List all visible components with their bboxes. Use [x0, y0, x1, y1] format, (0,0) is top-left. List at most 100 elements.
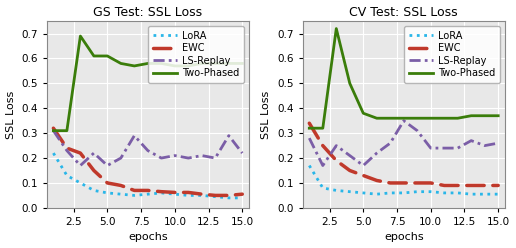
Two-Phased — [64, 129, 70, 132]
LS-Replay — [50, 129, 56, 132]
Y-axis label: SSL Loss: SSL Loss — [6, 90, 15, 139]
LS-Replay — [414, 129, 421, 132]
LoRA — [320, 186, 326, 189]
LS-Replay — [495, 142, 501, 145]
LoRA — [185, 194, 191, 197]
LoRA — [172, 193, 178, 196]
EWC — [91, 169, 97, 172]
LS-Replay — [400, 119, 407, 122]
EWC — [481, 184, 488, 187]
LS-Replay — [118, 156, 124, 159]
LoRA — [441, 191, 447, 194]
LS-Replay — [306, 137, 312, 140]
Two-Phased — [185, 64, 191, 67]
Two-Phased — [360, 112, 366, 115]
Two-Phased — [199, 62, 205, 65]
Y-axis label: SSL Loss: SSL Loss — [262, 90, 271, 139]
LS-Replay — [455, 147, 461, 150]
EWC — [144, 189, 151, 192]
EWC — [414, 182, 421, 185]
LS-Replay — [239, 152, 246, 155]
Two-Phased — [158, 62, 165, 65]
Title: GS Test: SSL Loss: GS Test: SSL Loss — [93, 5, 202, 19]
LoRA — [428, 190, 434, 193]
EWC — [225, 194, 232, 197]
LoRA — [455, 191, 461, 194]
LoRA — [91, 189, 97, 192]
EWC — [428, 182, 434, 185]
LS-Replay — [320, 164, 326, 167]
Line: Two-Phased: Two-Phased — [53, 36, 243, 131]
LoRA — [64, 174, 70, 177]
LoRA — [414, 190, 421, 193]
X-axis label: epochs: epochs — [128, 232, 168, 243]
Two-Phased — [428, 117, 434, 120]
EWC — [333, 159, 340, 162]
LoRA — [50, 152, 56, 155]
Two-Phased — [306, 127, 312, 130]
EWC — [239, 193, 246, 196]
EWC — [400, 182, 407, 185]
Two-Phased — [387, 117, 393, 120]
EWC — [320, 144, 326, 147]
Two-Phased — [495, 114, 501, 117]
LS-Replay — [387, 142, 393, 145]
Line: LoRA: LoRA — [309, 165, 498, 194]
EWC — [64, 147, 70, 150]
LS-Replay — [91, 152, 97, 155]
EWC — [455, 184, 461, 187]
Two-Phased — [374, 117, 380, 120]
Legend: LoRA, EWC, LS-Replay, Two-Phased: LoRA, EWC, LS-Replay, Two-Phased — [404, 26, 500, 83]
LoRA — [347, 190, 353, 193]
LS-Replay — [172, 154, 178, 157]
LS-Replay — [185, 156, 191, 159]
LoRA — [306, 164, 312, 167]
Two-Phased — [441, 117, 447, 120]
LS-Replay — [64, 149, 70, 152]
EWC — [306, 122, 312, 125]
Title: CV Test: SSL Loss: CV Test: SSL Loss — [349, 5, 458, 19]
EWC — [185, 191, 191, 194]
Two-Phased — [131, 64, 137, 67]
LoRA — [481, 193, 488, 196]
LS-Replay — [468, 139, 474, 142]
Line: LS-Replay: LS-Replay — [53, 131, 243, 165]
LoRA — [158, 191, 165, 194]
LoRA — [333, 189, 340, 192]
Two-Phased — [468, 114, 474, 117]
EWC — [104, 182, 110, 185]
LS-Replay — [360, 164, 366, 167]
Legend: LoRA, EWC, LS-Replay, Two-Phased: LoRA, EWC, LS-Replay, Two-Phased — [148, 26, 244, 83]
EWC — [77, 152, 84, 155]
LoRA — [225, 196, 232, 199]
LoRA — [387, 191, 393, 194]
LoRA — [199, 194, 205, 197]
EWC — [212, 194, 218, 197]
LS-Replay — [428, 147, 434, 150]
EWC — [360, 174, 366, 177]
Two-Phased — [77, 34, 84, 37]
Two-Phased — [239, 62, 246, 65]
LS-Replay — [347, 154, 353, 157]
Line: Two-Phased: Two-Phased — [309, 29, 498, 128]
LS-Replay — [212, 156, 218, 159]
EWC — [172, 191, 178, 194]
EWC — [441, 184, 447, 187]
EWC — [495, 184, 501, 187]
LS-Replay — [77, 164, 84, 167]
Two-Phased — [320, 127, 326, 130]
X-axis label: epochs: epochs — [384, 232, 424, 243]
Line: LoRA: LoRA — [53, 153, 243, 198]
EWC — [131, 189, 137, 192]
LoRA — [374, 193, 380, 196]
LS-Replay — [374, 152, 380, 155]
LS-Replay — [333, 144, 340, 147]
LS-Replay — [199, 154, 205, 157]
LS-Replay — [225, 134, 232, 137]
EWC — [374, 179, 380, 182]
LS-Replay — [481, 144, 488, 147]
LoRA — [118, 193, 124, 196]
Two-Phased — [172, 64, 178, 67]
LoRA — [495, 193, 501, 196]
LoRA — [400, 191, 407, 194]
